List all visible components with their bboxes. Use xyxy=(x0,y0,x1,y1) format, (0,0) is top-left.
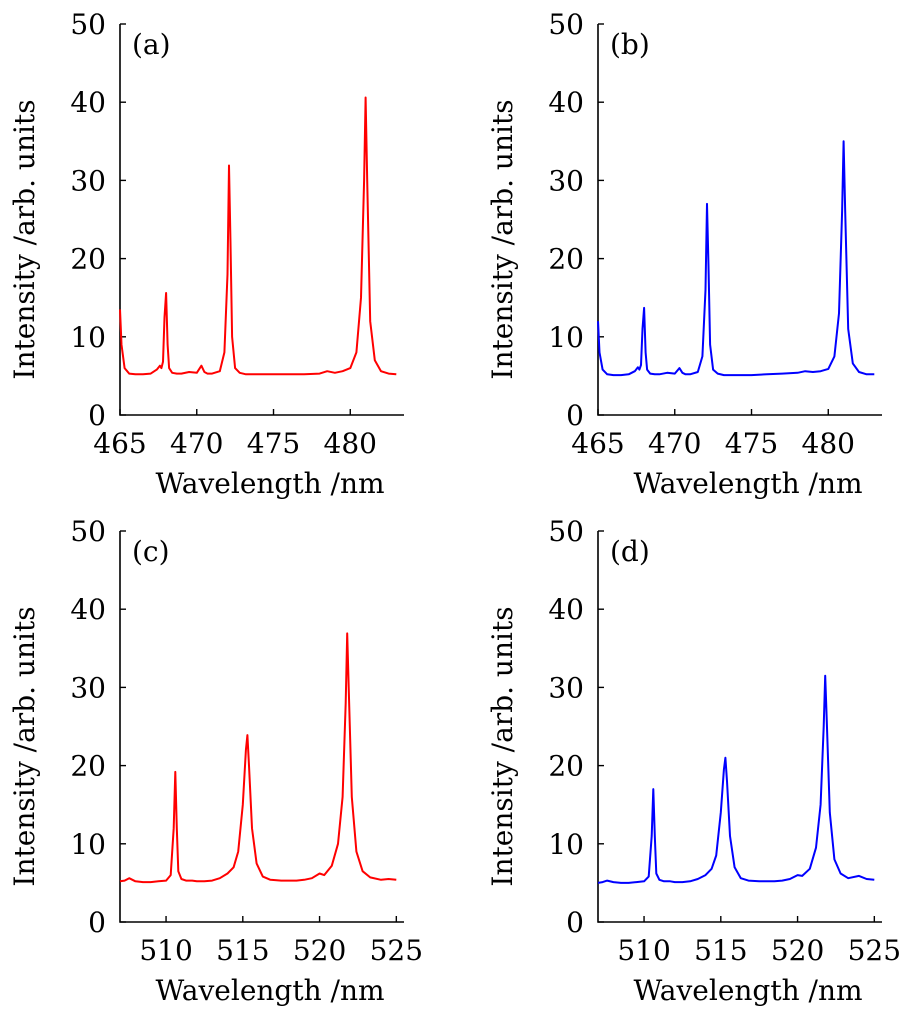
y-tick-label: 20 xyxy=(70,750,106,783)
x-tick-label: 520 xyxy=(771,934,824,967)
y-axis-title: Intensity /arb. units xyxy=(486,99,519,379)
y-tick-label: 10 xyxy=(548,828,584,861)
chart-panel-a: 0 10 20 30 40 50 465 470 475 480 Wavelength /nm Int… xyxy=(8,8,404,500)
x-tick-label: 465 xyxy=(571,427,624,460)
axes-frame xyxy=(119,531,404,923)
y-tick-label: 50 xyxy=(70,8,106,41)
series-line-spectrum-b xyxy=(597,140,875,377)
y-tick-label: 10 xyxy=(70,321,106,354)
y-tick-label: 30 xyxy=(70,671,106,704)
x-axis-title: Wavelength /nm xyxy=(155,467,384,500)
y-tick-label: 50 xyxy=(70,515,106,548)
y-axis-title: Intensity /arb. units xyxy=(486,606,519,886)
y-tick-label: 30 xyxy=(70,164,106,197)
x-tick-label: 475 xyxy=(247,427,300,460)
chart-panel-b: 0 10 20 30 40 50 465 470 475 480 Wavelength /nm Int… xyxy=(486,8,882,500)
y-axis-title: Intensity /arb. units xyxy=(8,99,41,379)
panel-label: (d) xyxy=(610,535,650,568)
x-tick-label: 525 xyxy=(370,934,423,967)
axes-frame xyxy=(597,531,882,923)
x-tick-label: 470 xyxy=(170,427,223,460)
y-tick-label: 40 xyxy=(548,593,584,626)
x-tick-label: 510 xyxy=(139,934,192,967)
panel-label: (c) xyxy=(132,535,170,568)
y-tick-label: 20 xyxy=(548,750,584,783)
y-tick-label: 10 xyxy=(70,828,106,861)
y-tick-label: 0 xyxy=(566,399,584,432)
series-line-spectrum-c xyxy=(119,632,397,884)
y-tick-label: 20 xyxy=(548,243,584,276)
chart-panel-d: 0 10 20 30 40 50 510 515 520 525 Wavelength /nm Int… xyxy=(486,515,901,1007)
y-axis-title: Intensity /arb. units xyxy=(8,606,41,886)
y-tick-label: 40 xyxy=(548,86,584,119)
y-tick-label: 50 xyxy=(548,8,584,41)
x-tick-label: 510 xyxy=(617,934,670,967)
y-tick-label: 30 xyxy=(548,671,584,704)
x-tick-label: 515 xyxy=(694,934,747,967)
series-line-spectrum-a xyxy=(119,96,397,376)
y-tick-label: 30 xyxy=(548,164,584,197)
x-tick-label: 525 xyxy=(848,934,901,967)
x-tick-label: 520 xyxy=(293,934,346,967)
x-axis-title: Wavelength /nm xyxy=(633,974,862,1007)
panel-label: (a) xyxy=(132,28,171,61)
x-tick-label: 515 xyxy=(216,934,269,967)
x-tick-label: 480 xyxy=(802,427,855,460)
x-axis-title: Wavelength /nm xyxy=(155,974,384,1007)
y-tick-label: 50 xyxy=(548,515,584,548)
y-tick-label: 0 xyxy=(566,906,584,939)
y-tick-label: 0 xyxy=(88,399,106,432)
chart-panel-c: 0 10 20 30 40 50 510 515 520 525 Wavelength /nm Int… xyxy=(8,515,423,1007)
y-tick-label: 0 xyxy=(88,906,106,939)
y-tick-label: 10 xyxy=(548,321,584,354)
x-axis-title: Wavelength /nm xyxy=(633,467,862,500)
y-tick-label: 40 xyxy=(70,86,106,119)
x-tick-label: 475 xyxy=(725,427,778,460)
series-line-spectrum-d xyxy=(597,674,875,884)
y-tick-label: 40 xyxy=(70,593,106,626)
x-tick-label: 465 xyxy=(93,427,146,460)
panel-label: (b) xyxy=(610,28,650,61)
x-tick-label: 470 xyxy=(648,427,701,460)
x-tick-label: 480 xyxy=(324,427,377,460)
y-tick-label: 20 xyxy=(70,243,106,276)
